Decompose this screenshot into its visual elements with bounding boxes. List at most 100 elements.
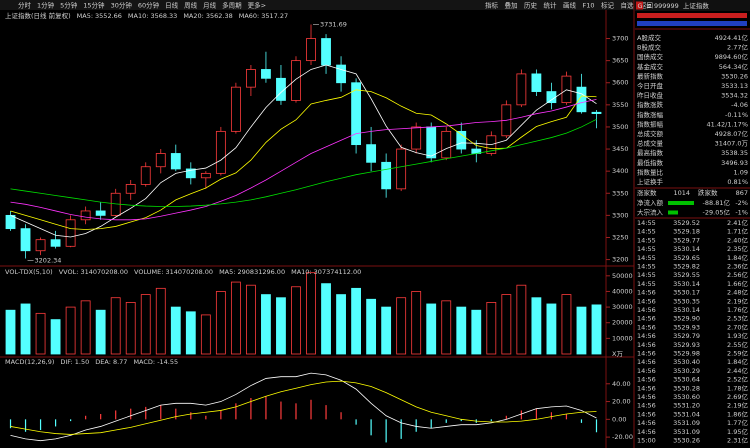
- legend-entry: DIF: 1.50: [60, 358, 89, 366]
- flow-pct: -2%: [735, 199, 748, 207]
- tool-button[interactable]: F10: [583, 2, 595, 10]
- volume-bar: [396, 297, 407, 355]
- tick-price: 3529.52: [673, 219, 700, 227]
- tool-button[interactable]: 指标: [485, 1, 499, 10]
- volume-bar: [561, 294, 572, 355]
- tick-price: 3529.90: [673, 315, 700, 323]
- high-annotation: 3731.69: [320, 21, 347, 29]
- period-tab[interactable]: 1分钟: [37, 1, 55, 10]
- candle-body: [261, 69, 271, 79]
- quote-label: 最新指数: [637, 71, 664, 80]
- y-tick-label: 3450: [612, 145, 629, 153]
- tool-button[interactable]: 自选: [621, 1, 635, 10]
- tick-time: 14:56: [637, 350, 656, 358]
- quote-header: [635, 0, 750, 11]
- legend-entry: MACD: -14.55: [133, 358, 178, 366]
- tick-time: 14:56: [637, 384, 656, 392]
- tool-button[interactable]: 统计: [544, 1, 558, 10]
- candle-body: [276, 77, 286, 101]
- tick-price: 3529.82: [673, 263, 700, 271]
- candle-body: [35, 239, 46, 252]
- tick-time: 14:55: [637, 245, 656, 253]
- stock-code: 999999: [654, 2, 679, 10]
- tick-price: 3529.98: [673, 350, 700, 358]
- quote-label: 国债成交: [637, 52, 664, 61]
- tool-button[interactable]: 画线: [563, 1, 577, 10]
- badge: [636, 1, 643, 10]
- period-tab[interactable]: 15分钟: [83, 1, 105, 10]
- candle-body: [230, 86, 241, 132]
- quote-value: 3533.13: [721, 82, 748, 90]
- period-tab[interactable]: 5分钟: [60, 1, 78, 10]
- volume-bar: [65, 306, 76, 355]
- tool-button[interactable]: 叠加: [505, 1, 518, 10]
- tick-time: 14:55: [637, 254, 656, 262]
- y-tick-label: 3400: [612, 167, 629, 175]
- candle-body: [170, 153, 181, 170]
- tool-button[interactable]: 历史: [524, 1, 538, 10]
- volume-bar: [276, 297, 286, 355]
- tick-time: 14:56: [637, 323, 656, 331]
- tick-time: 14:55: [637, 263, 656, 271]
- line-series: [10, 98, 597, 221]
- tick-volume: 1.84亿: [727, 357, 748, 366]
- breadth-value: 1014: [673, 189, 690, 197]
- quote-value: 3530.26: [721, 72, 748, 80]
- quote-value: 4928.07亿: [715, 129, 749, 138]
- quote-label: 最高指数: [637, 148, 664, 157]
- quote-value: -4.06: [731, 101, 748, 109]
- tick-time: 14:56: [637, 419, 656, 427]
- volume-bar: [381, 306, 392, 355]
- tick-volume: 2.52亿: [727, 375, 748, 384]
- period-tab[interactable]: 周线: [184, 1, 198, 10]
- tick-price: 3530.64: [673, 376, 700, 384]
- volume-bar: [441, 300, 452, 355]
- y-tick-label: 50000: [612, 272, 633, 280]
- period-tab[interactable]: 分时: [18, 1, 32, 10]
- volume-bar: [95, 309, 106, 355]
- period-tab[interactable]: 月线: [203, 1, 217, 10]
- period-tab[interactable]: 日线: [165, 1, 179, 10]
- candle-body: [185, 168, 196, 179]
- y-tick-label: 3650: [612, 57, 629, 65]
- candle-body: [140, 166, 151, 185]
- volume-bar: [546, 303, 557, 355]
- candle-body: [336, 64, 346, 84]
- period-tab[interactable]: 多周期: [222, 1, 242, 10]
- tick-time: 15:00: [637, 437, 656, 445]
- quote-bar-red: [637, 13, 747, 18]
- tool-button[interactable]: 返回: [640, 2, 653, 10]
- tick-volume: 1.76亿: [727, 305, 748, 314]
- volume-bar: [366, 298, 377, 355]
- legend-entry: VVOL: 314070208.00: [59, 268, 128, 276]
- candle-body: [65, 219, 76, 247]
- quote-bar-blue: [637, 21, 747, 26]
- quote-label: 总成交额: [637, 129, 664, 138]
- quote-value: 1.09: [734, 168, 748, 176]
- period-tab[interactable]: 60分钟: [138, 1, 160, 10]
- candle-body: [396, 148, 407, 190]
- tick-time: 14:56: [637, 393, 656, 401]
- volume-bar: [591, 304, 602, 355]
- volume-bar: [306, 272, 316, 355]
- tool-button[interactable]: 标记: [601, 1, 615, 10]
- candle-body: [200, 172, 211, 179]
- tick-price: 3530.60: [673, 393, 700, 401]
- tick-price: 3530.35: [673, 297, 700, 305]
- tick-time: 14:56: [637, 367, 656, 375]
- tick-price: 3530.17: [673, 289, 700, 297]
- flow-pct: -1%: [735, 209, 748, 217]
- breadth-value: 867: [736, 189, 748, 197]
- candle-body: [5, 214, 16, 230]
- volume-bar: [516, 284, 527, 355]
- volume-bar: [261, 294, 271, 355]
- volume-bar: [140, 294, 151, 355]
- period-tab[interactable]: 更多>: [248, 1, 266, 10]
- legend-entry: VOLUME: 314070208.00: [134, 268, 213, 276]
- quote-label: A股成交: [637, 33, 661, 42]
- flow-label: 净流入额: [637, 198, 664, 207]
- period-tab[interactable]: 30分钟: [111, 1, 133, 10]
- flow-bar: [668, 201, 694, 205]
